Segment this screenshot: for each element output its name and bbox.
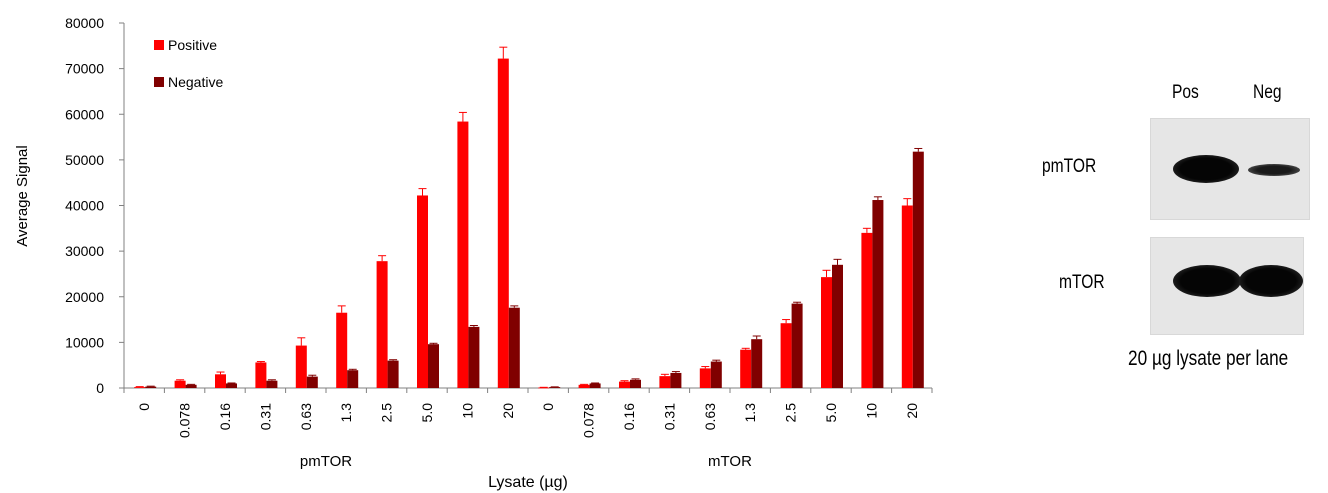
bar-positive: [376, 261, 388, 388]
legend-label-positive: Positive: [168, 37, 217, 53]
bar-negative: [751, 339, 763, 388]
x-tick-label: 0.078: [581, 403, 597, 438]
x-tick-label: 0.31: [661, 403, 677, 430]
y-tick-label: 80000: [65, 15, 104, 31]
legend-swatch-positive: [154, 40, 164, 50]
bar-positive: [255, 362, 267, 388]
bar-positive: [336, 312, 348, 388]
bar-negative: [670, 372, 682, 388]
y-tick-label: 20000: [65, 289, 104, 305]
y-tick-label: 10000: [65, 334, 104, 350]
blot-image-mtor: [1150, 237, 1304, 335]
bar-positive: [780, 323, 792, 388]
x-tick-label: 0: [540, 403, 556, 411]
bar-negative: [549, 387, 561, 388]
band-pmtor-neg: [1248, 164, 1300, 176]
bar-positive: [578, 384, 590, 388]
bar-negative: [468, 326, 480, 388]
bar-positive: [538, 387, 550, 389]
x-tick-label: 1.3: [742, 403, 758, 423]
x-axis-title: Lysate (µg): [488, 474, 568, 491]
x-tick-label: 0.63: [298, 403, 314, 430]
y-tick-label: 40000: [65, 198, 104, 214]
x-tick-label: 10: [863, 403, 879, 419]
bar-negative: [791, 303, 803, 388]
y-axis-title: Average Signal: [14, 145, 31, 246]
y-tick-label: 60000: [65, 106, 104, 122]
bar-positive: [215, 374, 226, 388]
blot-row-mtor: mTOR: [1059, 272, 1105, 293]
x-tick-label: 0: [136, 403, 152, 411]
x-tick-label: 20: [904, 403, 920, 419]
bar-negative: [589, 383, 601, 388]
bar-chart: 0 10000 20000 30000 40000 50000 60000 70000 8000…: [14, 15, 933, 491]
bar-negative: [710, 361, 722, 388]
bar-positive: [740, 349, 752, 388]
bar-positive: [901, 205, 913, 388]
bar-negative: [428, 344, 439, 388]
x-tick-label: 0.078: [177, 403, 193, 438]
x-tick-label: 20: [500, 403, 516, 419]
bar-negative: [266, 380, 278, 388]
bar-positive: [295, 345, 307, 388]
bar-negative: [387, 360, 399, 388]
bar-positive: [174, 380, 186, 388]
x-tick-label: 0.31: [257, 403, 273, 430]
group-label-pmtor: pmTOR: [300, 453, 352, 470]
blot-row-pmtor: pmTOR: [1042, 156, 1097, 177]
blot-column-neg: Neg: [1253, 82, 1282, 103]
bar-negative: [185, 384, 197, 388]
bar-positive: [659, 376, 671, 388]
bar-negative: [145, 386, 157, 388]
bar-positive: [457, 121, 469, 389]
band-mtor-pos: [1173, 265, 1241, 297]
bar-positive: [861, 232, 873, 388]
band-mtor-neg: [1239, 265, 1303, 297]
bar-negative: [630, 379, 641, 388]
bar-positive: [417, 195, 428, 388]
bar-positive: [821, 277, 832, 388]
bar-negative: [226, 383, 237, 388]
x-tick-label: 10: [459, 403, 475, 419]
legend-label-negative: Negative: [168, 74, 223, 90]
x-tick-label: 1.3: [338, 403, 354, 423]
x-tick-label: 0.16: [217, 403, 233, 430]
band-pmtor-pos: [1173, 155, 1239, 183]
x-tick-label: 2.5: [379, 403, 395, 423]
x-tick-label: 5.0: [419, 403, 435, 423]
bar-negative: [832, 264, 843, 388]
bar-negative: [912, 151, 924, 388]
x-tick-label: 0.63: [702, 403, 718, 430]
bar-negative: [347, 370, 359, 388]
x-tick-label: 5.0: [823, 403, 839, 423]
blot-image-pmtor: [1150, 118, 1310, 220]
blot-column-pos: Pos: [1172, 82, 1199, 103]
y-tick-label: 70000: [65, 61, 104, 77]
y-tick-label: 50000: [65, 152, 104, 168]
y-tick-label: 30000: [65, 243, 104, 259]
bar-negative: [306, 376, 318, 388]
bar-positive: [699, 368, 711, 388]
legend-swatch-negative: [154, 77, 164, 87]
bar-negative: [872, 200, 884, 388]
bar-positive: [619, 381, 630, 388]
y-tick-label: 0: [96, 380, 104, 396]
bar-negative: [508, 307, 520, 388]
x-tick-label: 2.5: [783, 403, 799, 423]
bar-positive: [497, 58, 509, 389]
blot-caption: 20 µg lysate per lane: [1128, 347, 1289, 370]
x-tick-label: 0.16: [621, 403, 637, 430]
bar-positive: [134, 387, 146, 388]
group-label-mtor: mTOR: [708, 453, 752, 470]
